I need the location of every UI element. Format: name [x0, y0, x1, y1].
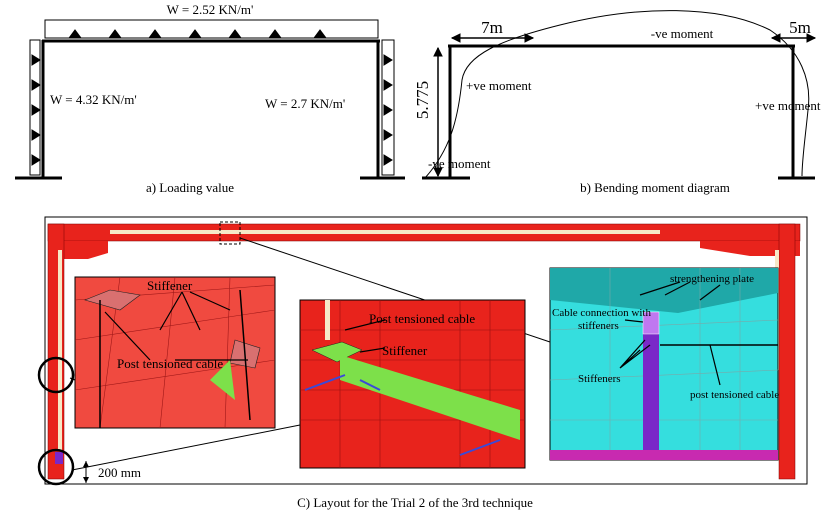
- annotation: Stiffener: [147, 278, 193, 293]
- load-label: W = 2.52 KN/m': [167, 2, 254, 17]
- annotation: stiffeners: [578, 320, 619, 332]
- dimension-label: 7m: [481, 18, 503, 37]
- annotation: strengthening plate: [670, 273, 754, 285]
- caption: b) Bending moment diagram: [580, 180, 730, 195]
- annotation: Post tensioned cable: [117, 356, 223, 371]
- annotation: Stiffener: [382, 343, 428, 358]
- moment-label: -ve moment: [428, 156, 491, 171]
- load-label: W = 2.7 KN/m': [265, 96, 345, 111]
- dimension-label: 5.775: [413, 81, 432, 119]
- load-label: W = 4.32 KN/m': [50, 92, 137, 107]
- moment-label: -ve moment: [651, 26, 714, 41]
- annotation: Post tensioned cable: [369, 311, 475, 326]
- scale-label: 200 mm: [98, 465, 141, 480]
- caption: C) Layout for the Trial 2 of the 3rd tec…: [297, 495, 533, 510]
- figure: W = 2.52 KN/m' W = 4.32 KN/m' W = 2.7 KN…: [0, 0, 831, 517]
- annotation: post tensioned cable: [690, 389, 779, 401]
- moment-label: +ve moment: [755, 98, 821, 113]
- annotation: Cable connection with: [552, 307, 651, 319]
- annotation: Stiffeners: [578, 373, 621, 385]
- dimension-label: 5m: [789, 18, 811, 37]
- moment-label: +ve moment: [466, 78, 532, 93]
- caption: a) Loading value: [146, 180, 234, 195]
